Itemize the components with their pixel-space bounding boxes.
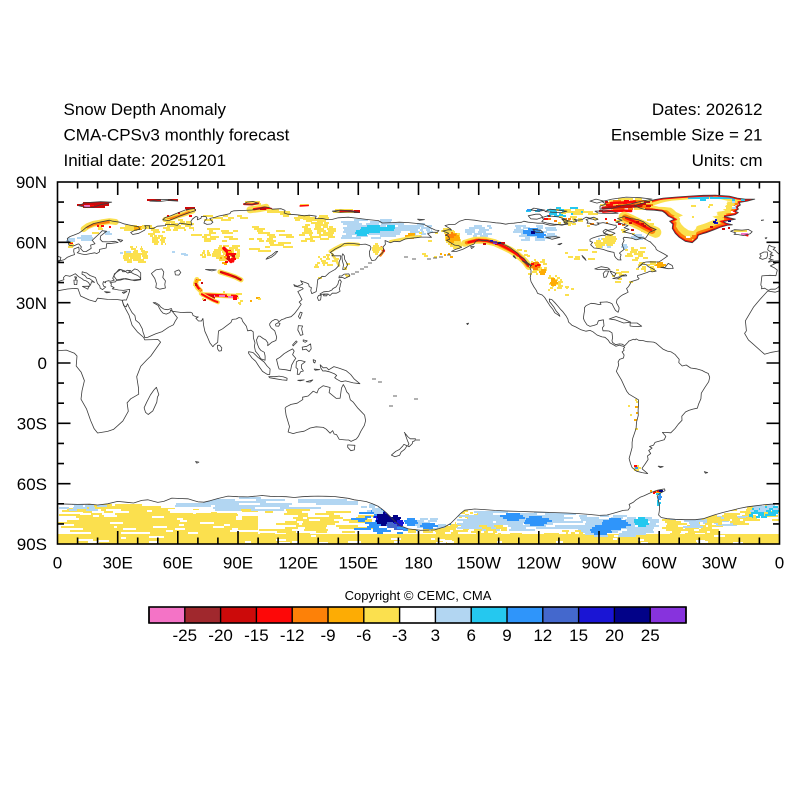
svg-text:-25: -25 bbox=[173, 626, 198, 645]
svg-text:90E: 90E bbox=[223, 554, 253, 573]
svg-text:CMA-CPSv3 monthly forecast: CMA-CPSv3 monthly forecast bbox=[64, 126, 290, 145]
svg-text:-20: -20 bbox=[208, 626, 233, 645]
svg-text:120W: 120W bbox=[517, 554, 561, 573]
svg-text:0: 0 bbox=[775, 554, 784, 573]
svg-text:6: 6 bbox=[466, 626, 475, 645]
svg-text:30W: 30W bbox=[702, 554, 737, 573]
svg-text:-3: -3 bbox=[392, 626, 407, 645]
svg-text:Copyright © CEMC, CMA: Copyright © CEMC, CMA bbox=[345, 588, 492, 603]
svg-text:30S: 30S bbox=[17, 415, 47, 434]
svg-text:Initial date: 20251201: Initial date: 20251201 bbox=[64, 151, 227, 170]
svg-text:60E: 60E bbox=[163, 554, 193, 573]
svg-text:Snow Depth Anomaly: Snow Depth Anomaly bbox=[64, 100, 227, 119]
svg-text:60S: 60S bbox=[17, 475, 47, 494]
svg-text:60N: 60N bbox=[16, 234, 47, 253]
svg-text:15: 15 bbox=[569, 626, 588, 645]
svg-text:3: 3 bbox=[431, 626, 440, 645]
svg-text:30E: 30E bbox=[103, 554, 133, 573]
svg-text:0: 0 bbox=[53, 554, 62, 573]
svg-text:0: 0 bbox=[38, 354, 47, 373]
svg-text:-15: -15 bbox=[244, 626, 269, 645]
svg-text:90W: 90W bbox=[582, 554, 617, 573]
svg-text:180: 180 bbox=[404, 554, 432, 573]
svg-text:90S: 90S bbox=[17, 535, 47, 554]
svg-text:20: 20 bbox=[605, 626, 624, 645]
svg-text:-6: -6 bbox=[356, 626, 371, 645]
svg-text:90N: 90N bbox=[16, 173, 47, 192]
svg-text:150W: 150W bbox=[456, 554, 500, 573]
svg-text:30N: 30N bbox=[16, 294, 47, 313]
svg-text:Dates: 202612: Dates: 202612 bbox=[652, 100, 763, 119]
svg-text:9: 9 bbox=[502, 626, 511, 645]
svg-text:-9: -9 bbox=[320, 626, 335, 645]
svg-text:25: 25 bbox=[641, 626, 660, 645]
svg-text:60W: 60W bbox=[642, 554, 677, 573]
svg-text:Units: cm: Units: cm bbox=[692, 151, 763, 170]
svg-text:150E: 150E bbox=[338, 554, 378, 573]
svg-text:120E: 120E bbox=[278, 554, 318, 573]
svg-text:-12: -12 bbox=[280, 626, 305, 645]
svg-text:Ensemble Size = 21: Ensemble Size = 21 bbox=[611, 126, 763, 145]
svg-text:12: 12 bbox=[533, 626, 552, 645]
